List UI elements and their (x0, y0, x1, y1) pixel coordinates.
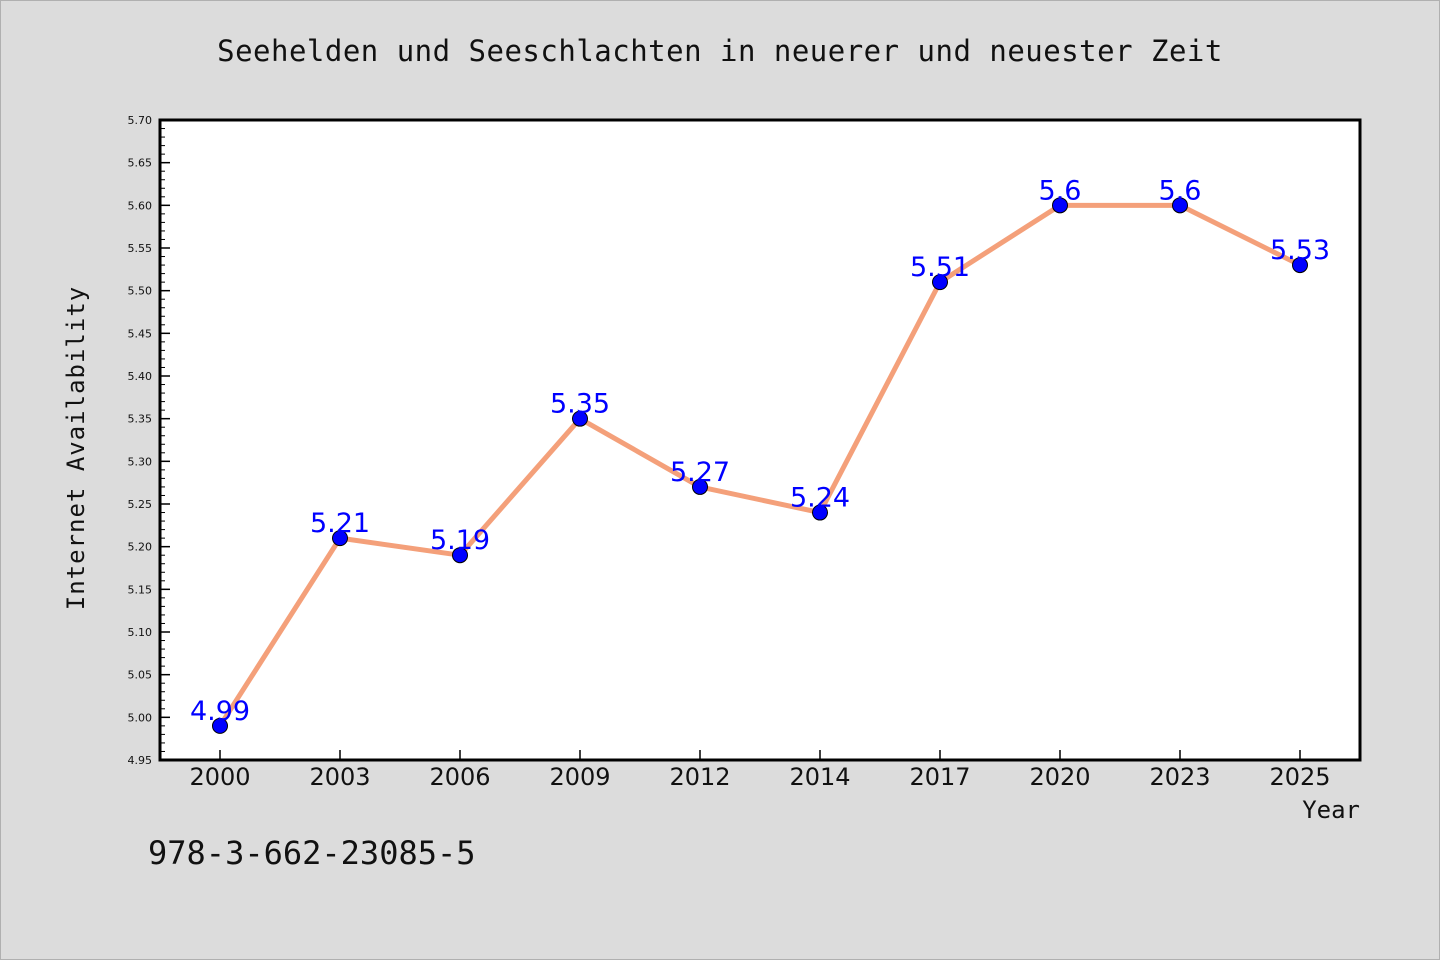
data-label: 5.27 (670, 457, 730, 488)
x-tick-label: 2003 (309, 763, 370, 791)
y-tick-label: 5.30 (128, 455, 153, 468)
x-tick-label: 2017 (909, 763, 970, 791)
data-label: 4.99 (190, 696, 250, 727)
y-tick-label: 5.25 (128, 498, 153, 511)
x-tick-label: 2006 (429, 763, 490, 791)
data-label: 5.53 (1270, 235, 1330, 266)
x-tick-label: 2023 (1149, 763, 1210, 791)
y-tick-label: 5.35 (128, 413, 153, 426)
data-point (1052, 197, 1068, 214)
data-labels: 4.99 5.21 5.19 5.35 5.27 5.24 5.51 5.6 5.6 5.53 (190, 175, 1330, 727)
data-label: 5.6 (1039, 175, 1082, 206)
data-point (932, 274, 948, 291)
x-tick-label: 2020 (1029, 763, 1090, 791)
y-tick-label: 5.55 (128, 242, 153, 255)
x-axis-label: Year (1302, 796, 1360, 824)
data-label: 5.19 (430, 525, 490, 556)
data-label: 5.6 (1159, 175, 1202, 206)
x-tick-label: 2000 (189, 763, 250, 791)
data-point (692, 478, 708, 495)
y-tick-label: 5.10 (128, 626, 153, 639)
y-tick-label: 5.15 (128, 583, 153, 596)
chart-title: Seehelden und Seeschlachten in neuerer u… (217, 34, 1223, 68)
data-point (572, 410, 588, 427)
data-point (1292, 257, 1308, 274)
plot-area (158, 118, 1362, 762)
data-label: 5.21 (310, 508, 370, 539)
data-point (212, 717, 228, 734)
x-axis: 2000 2003 2006 2009 2012 2014 2017 2020 2023 2025 (189, 750, 1331, 791)
isbn-caption: 978-3-662-23085-5 (148, 834, 476, 872)
data-label: 5.24 (790, 483, 850, 514)
data-point (452, 547, 468, 564)
data-point (1172, 197, 1188, 214)
y-axis-label: Internet Availability (62, 285, 90, 611)
y-tick-label: 5.50 (128, 285, 153, 298)
x-tick-label: 2009 (549, 763, 610, 791)
y-tick-label: 5.05 (128, 669, 153, 682)
data-label: 5.51 (910, 252, 970, 283)
y-tick-label: 5.70 (128, 114, 153, 127)
y-tick-label: 5.65 (128, 157, 153, 170)
data-point (812, 504, 828, 521)
series-line (217, 202, 1303, 729)
data-point (332, 530, 348, 547)
y-tick-label: 5.20 (128, 541, 153, 554)
y-tick-label: 5.00 (128, 711, 153, 724)
y-tick-label: 5.40 (128, 370, 153, 383)
y-tick-label: 4.95 (128, 754, 153, 767)
x-tick-label: 2025 (1269, 763, 1330, 791)
y-axis: 4.95 5.00 5.05 5.10 5.15 5.20 5.25 5.30 5.35 5.40… (128, 114, 170, 767)
series (212, 197, 1308, 734)
x-tick-label: 2012 (669, 763, 730, 791)
y-tick-label: 5.45 (128, 327, 153, 340)
x-tick-label: 2014 (789, 763, 850, 791)
y-tick-label: 5.60 (128, 199, 153, 212)
data-label: 5.35 (550, 389, 610, 420)
